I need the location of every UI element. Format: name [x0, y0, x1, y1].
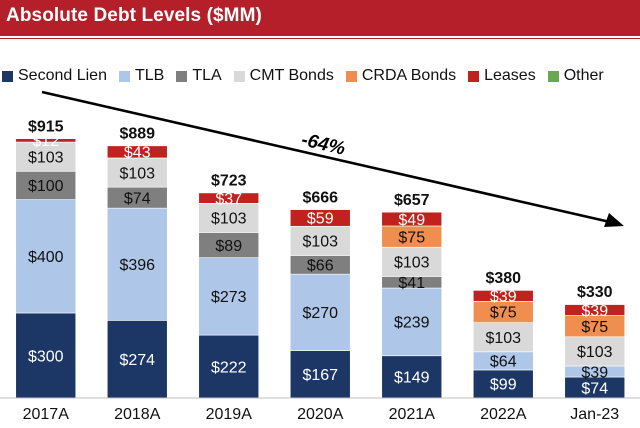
segment-label: $239 [394, 315, 430, 332]
segment-label: $103 [302, 234, 338, 251]
bar-segment [15, 170, 77, 200]
bar-segment [472, 322, 534, 353]
trend-arrow-line [41, 90, 611, 224]
segment-label: $270 [302, 305, 338, 322]
bar-segment [198, 232, 260, 259]
segment-label: $74 [124, 190, 151, 207]
category-label: 2018A [114, 406, 161, 423]
legend-swatch [118, 70, 130, 82]
legend-label: TLB [134, 67, 165, 84]
bar-segment [381, 246, 443, 277]
chart-title: Absolute Debt Levels ($MM) [6, 5, 262, 26]
segment-label: $39 [581, 364, 608, 381]
segment-label: $43 [124, 145, 151, 162]
segment-label: $74 [581, 380, 608, 397]
segment-label: $273 [211, 289, 247, 306]
segment-label: $103 [28, 149, 64, 166]
segment-label: $75 [490, 305, 517, 322]
legend-item: Other [547, 67, 604, 85]
segment-label: $49 [398, 212, 425, 229]
segment-label: $39 [581, 303, 608, 320]
trend-annotation: -64% [299, 129, 347, 159]
segment-label: $103 [394, 255, 430, 272]
segment-label: $75 [581, 319, 608, 336]
segment-label: $12 [32, 133, 59, 150]
bar-segment [198, 334, 260, 399]
legend-swatch [2, 70, 13, 82]
bar-segment [198, 257, 260, 336]
total-label: $915 [28, 118, 64, 135]
category-label: 2020A [297, 406, 344, 423]
segment-label: $103 [485, 330, 521, 347]
total-label: $889 [119, 125, 155, 142]
segment-label: $66 [307, 258, 334, 275]
segment-label: $103 [119, 165, 155, 182]
segment-label: $37 [215, 191, 242, 208]
segment-label: $89 [215, 238, 242, 255]
bar-segment [381, 355, 443, 399]
bar-segment [289, 225, 351, 256]
segment-label: $103 [577, 344, 613, 361]
legend-swatch [547, 70, 559, 82]
segment-label: $167 [302, 367, 338, 384]
segment-label: $99 [490, 377, 517, 394]
trend-arrow-head [604, 213, 624, 227]
bar-segment [15, 199, 77, 314]
total-label: $723 [211, 173, 247, 190]
legend-label: Second Lien [18, 67, 107, 84]
segment-label: $149 [394, 370, 430, 387]
bar-segment [106, 157, 168, 188]
legend-item: TLA [176, 67, 222, 85]
segment-label: $64 [490, 354, 517, 371]
segment-label: $300 [28, 348, 64, 365]
legend-label: Other [563, 67, 604, 84]
segment-label: $39 [490, 289, 517, 306]
segment-label: $222 [211, 359, 247, 376]
total-label: $657 [394, 192, 430, 209]
legend-label: CMT Bonds [249, 67, 334, 84]
legend-label: TLA [192, 67, 222, 84]
segment-label: $396 [119, 257, 155, 274]
total-label: $666 [302, 189, 338, 206]
category-label: 2017A [23, 406, 70, 423]
legend-label: CRDA Bonds [361, 67, 457, 84]
bar-segment [106, 320, 168, 399]
segment-label: $41 [398, 275, 425, 292]
segment-label: $274 [119, 352, 155, 369]
category-label: 2022A [480, 406, 527, 423]
segment-label: $59 [307, 211, 334, 228]
segment-label: $75 [398, 229, 425, 246]
segment-label: $400 [28, 249, 64, 266]
legend-item: CRDA Bonds [345, 67, 457, 85]
legend-swatch [468, 70, 480, 82]
total-label: $380 [485, 270, 521, 287]
legend-label: Leases [484, 67, 536, 84]
category-label: 2021A [389, 406, 436, 423]
legend-swatch [345, 70, 357, 82]
bar-segment [15, 141, 77, 172]
bar-segment [289, 350, 351, 399]
bar-segment [289, 273, 351, 351]
title-underline [0, 38, 640, 39]
bar-segment [198, 203, 260, 233]
chart-legend: Second Lien TLB TLA CMT Bonds CRDA Bonds Leas… [0, 66, 640, 86]
category-label: 2019A [206, 406, 253, 423]
category-label: Jan-23 [570, 406, 619, 423]
legend-item: TLB [118, 67, 165, 85]
legend-item: Second Lien [2, 67, 107, 85]
segment-label: $103 [211, 211, 247, 228]
segment-label: $100 [28, 178, 64, 195]
legend-swatch [176, 70, 188, 82]
bar-segment [106, 207, 168, 321]
title-banner: Absolute Debt Levels ($MM) [0, 0, 640, 36]
legend-item: Leases [468, 67, 536, 85]
legend-item: CMT Bonds [233, 67, 334, 85]
legend-swatch [233, 70, 245, 82]
total-label: $330 [577, 284, 613, 301]
